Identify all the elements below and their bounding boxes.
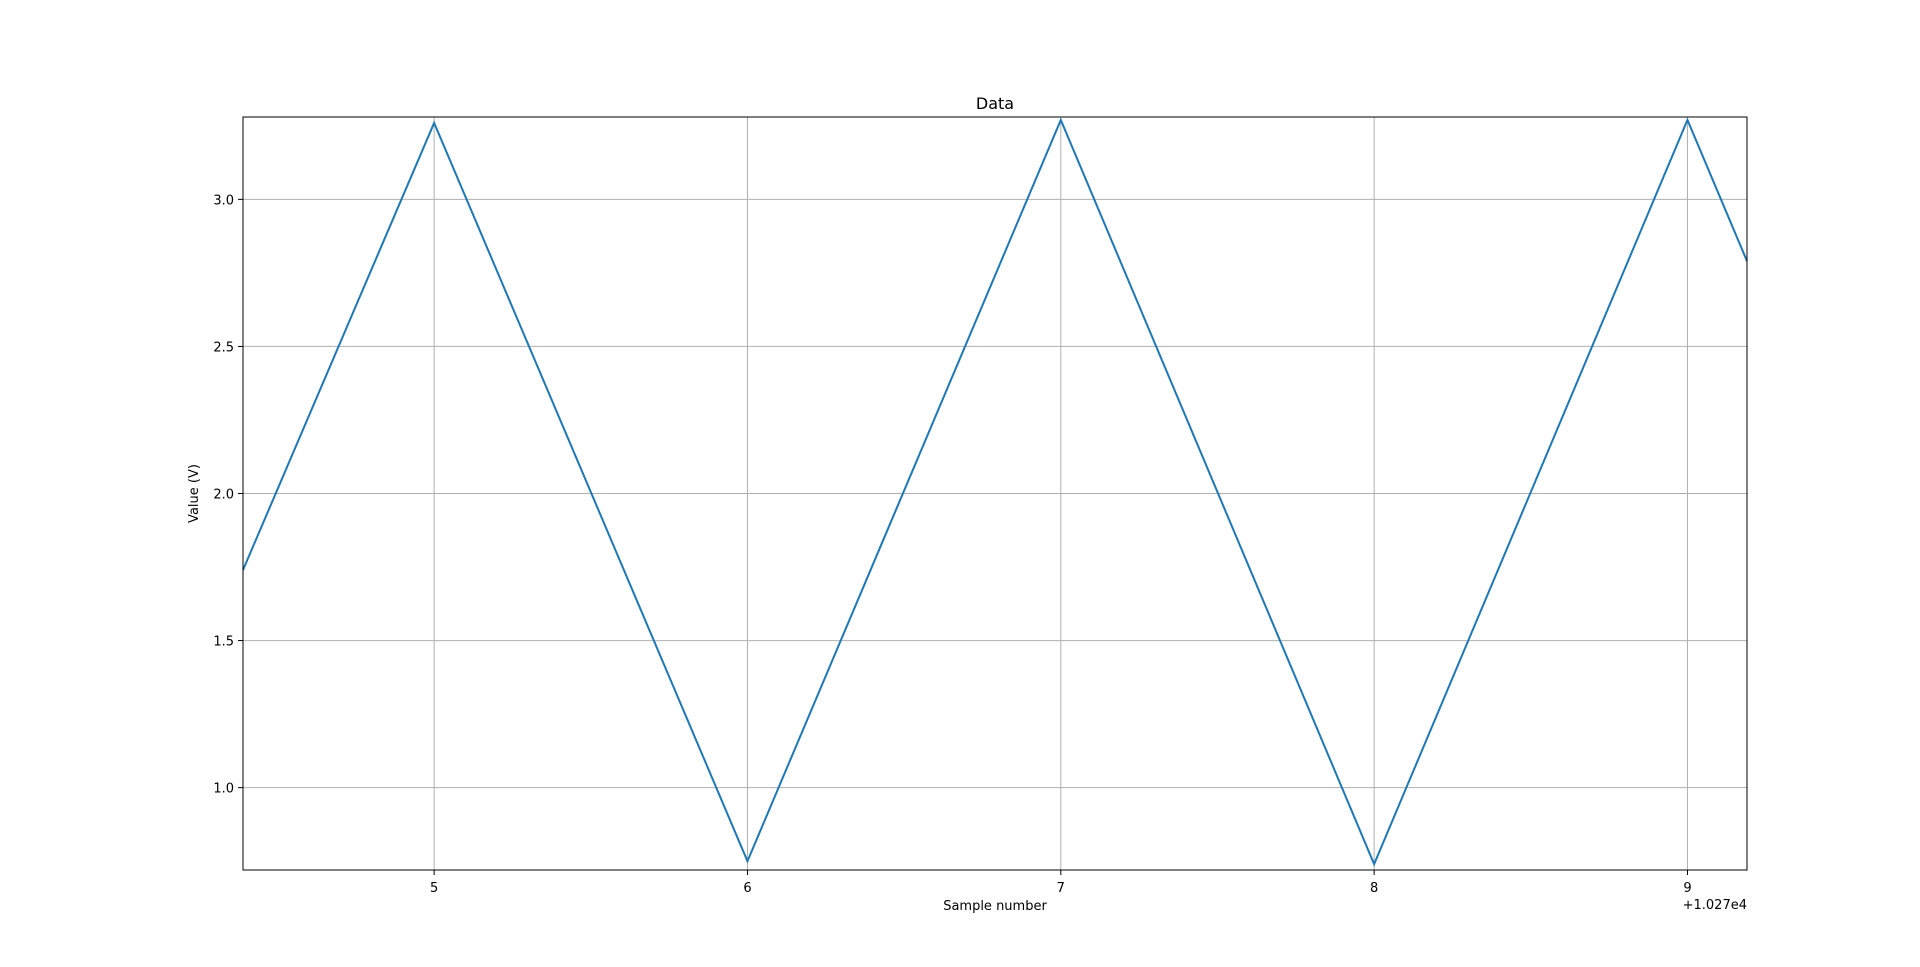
y-tick-label: 3.0 xyxy=(213,193,234,208)
y-axis-label: Value (V) xyxy=(187,464,202,523)
x-tick-label: 8 xyxy=(1370,881,1378,896)
y-tick-label: 1.0 xyxy=(213,782,234,797)
x-axis-label: Sample number xyxy=(943,899,1047,914)
y-tick-label: 2.0 xyxy=(213,488,234,503)
series-layer xyxy=(242,117,1748,867)
tick-layer: 5 6 7 8 9 1.0 1.5 2.0 2.5 3.0 xyxy=(213,193,1691,896)
x-tick-label: 7 xyxy=(1057,881,1065,896)
series-line xyxy=(242,117,1748,867)
x-axis-offset-label: +1.027e4 xyxy=(1683,898,1747,913)
x-tick-label: 6 xyxy=(743,881,751,896)
x-tick-label: 9 xyxy=(1683,881,1691,896)
y-tick-label: 2.5 xyxy=(213,340,234,355)
grid-lines xyxy=(243,117,1747,870)
x-tick-label: 5 xyxy=(430,881,438,896)
chart-title: Data xyxy=(976,94,1014,113)
y-tick-label: 1.5 xyxy=(213,635,234,650)
